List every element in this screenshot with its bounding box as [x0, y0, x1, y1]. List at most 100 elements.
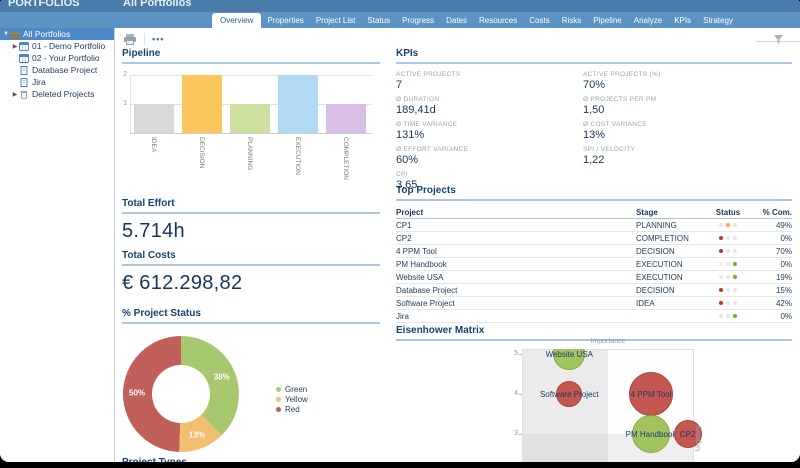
kpis-section: KPIs ACTIVE PROJECTS 7 ACTIVE PROJECTS (%)… — [396, 48, 792, 191]
more-menu-button[interactable]: ••• — [152, 34, 165, 44]
bubble-4-ppm-tool[interactable]: 4 PPM Tool — [629, 372, 673, 416]
table-row-pm-handbook[interactable]: PM Handbook EXECUTION 0% — [396, 258, 792, 271]
eisenhower-title: Eisenhower Matrix — [396, 325, 792, 341]
x-axis-label-execution: EXECUTION — [294, 137, 301, 175]
status-dot-yellow — [726, 314, 730, 318]
bubble-pm-handbook[interactable]: PM Handbook — [626, 415, 676, 453]
tab-progress[interactable]: Progress — [402, 16, 435, 25]
kpis-title: KPIs — [396, 48, 792, 64]
kpi-value: 1,50 — [583, 104, 605, 116]
kpi-label: ACTIVE PROJECTS (%) — [583, 71, 661, 78]
pipeline-bar-planning[interactable] — [230, 104, 270, 133]
table-row-cp2[interactable]: CP2 COMPLETION 0% — [396, 232, 792, 245]
table-row-jira[interactable]: Jira 0% — [396, 310, 792, 323]
kpi-value: 7 — [396, 79, 403, 91]
status-dot-red — [719, 249, 723, 253]
legend-dot — [276, 386, 281, 392]
project-name: CP1 — [396, 220, 412, 230]
toolbar: ••• — [123, 31, 164, 47]
tab-kpis[interactable]: KPIs — [674, 16, 692, 25]
pipeline-baseline — [130, 133, 372, 134]
sidebar-item-jira[interactable]: Jira — [0, 76, 114, 88]
status-traffic-light — [706, 223, 750, 227]
importance-axis-label: Importance — [590, 338, 626, 345]
tab-dates[interactable]: Dates — [446, 16, 467, 25]
bubble-cp2[interactable]: CP2 — [673, 420, 702, 448]
y-tick-label: 2 — [123, 71, 127, 78]
completion-percent: 70% — [775, 246, 792, 256]
kpi-effort-variance: Ø EFFORT VARIANCE 60% — [396, 146, 583, 166]
tab-pipeline[interactable]: Pipeline — [593, 16, 622, 25]
sidebar-item-01-demo-portfolio[interactable]: ▶ 01 - Demo Portfolio — [0, 40, 114, 52]
urgency-tick-4: 4 — [514, 390, 518, 397]
print-button[interactable] — [123, 33, 137, 45]
column-header-stage: Stage — [636, 207, 658, 217]
table-row-software-project[interactable]: Software Project IDEA 42% — [396, 297, 792, 310]
total-costs-section: Total Costs € 612.298,82 — [122, 250, 380, 295]
completion-percent: 15% — [775, 285, 792, 295]
page-header: All Portfolios — [116, 0, 800, 12]
tab-risks[interactable]: Risks — [561, 16, 582, 25]
status-traffic-light — [706, 262, 750, 266]
pipeline-bar-decision[interactable] — [182, 75, 222, 133]
tab-strategy[interactable]: Strategy — [703, 16, 733, 25]
project-status-section: % Project Status 38% 13% 50% Green Yellow Re… — [122, 308, 380, 458]
status-dot-red — [719, 288, 723, 292]
tab-properties[interactable]: Properties — [267, 16, 304, 25]
filter-button[interactable] — [756, 28, 800, 44]
table-row-database-project[interactable]: Database Project DECISION 15% — [396, 284, 792, 297]
sidebar-item-database-project[interactable]: Database Project — [0, 64, 114, 76]
y-tick-label: 1 — [123, 100, 127, 107]
project-stage: DECISION — [636, 285, 675, 295]
project-name: Database Project — [396, 285, 458, 295]
bubble-label: PM Handbook — [625, 429, 677, 439]
kpi-cpi: CPI 3,65 — [396, 171, 583, 191]
kpi-value: 13% — [583, 129, 606, 141]
urgency-axis-label: Urgency — [695, 425, 702, 452]
table-row-4-ppm-tool[interactable]: 4 PPM Tool DECISION 70% — [396, 245, 792, 258]
status-traffic-light — [706, 275, 750, 279]
pipeline-bar-completion[interactable] — [326, 104, 366, 133]
table-row-cp1[interactable]: CP1 PLANNING 49% — [396, 219, 792, 232]
sidebar-item-02-your-portfolio[interactable]: 02 - Your Portfolio — [0, 52, 114, 64]
expand-arrow-icon[interactable]: ▼ — [3, 31, 9, 37]
status-donut-chart[interactable]: 38% 13% 50% — [123, 336, 239, 452]
tab-project-list[interactable]: Project List — [315, 16, 356, 25]
tab-analyze[interactable]: Analyze — [633, 16, 663, 25]
expand-arrow-icon[interactable]: ▶ — [12, 91, 18, 98]
expand-arrow-icon[interactable]: ▶ — [12, 43, 18, 50]
legend-dot — [276, 396, 281, 402]
urgency-tick-3: 3 — [514, 430, 518, 437]
table-row-website-usa[interactable]: Website USA EXECUTION 19% — [396, 271, 792, 284]
status-dot-green — [733, 236, 737, 240]
pipeline-bar-idea[interactable] — [134, 104, 174, 133]
completion-percent: 0% — [780, 233, 792, 243]
kpi-cost-variance: Ø COST VARIANCE 13% — [583, 121, 792, 141]
portfolio-tree: ▼ All Portfolios ▶ 01 - Demo Portfolio 02 - … — [0, 28, 115, 462]
pipeline-bar-execution[interactable] — [278, 75, 318, 133]
sidebar-item-deleted-projects[interactable]: ▶ Deleted Projects — [0, 88, 114, 100]
portfolio-icon — [19, 53, 29, 63]
bubble-software-project[interactable]: Software Project — [540, 381, 599, 407]
tab-resources[interactable]: Resources — [479, 16, 518, 25]
kpi-active-projects: ACTIVE PROJECTS (%) 70% — [583, 71, 792, 91]
donut-hole — [152, 365, 210, 423]
sidebar-item-all-portfolios[interactable]: ▼ All Portfolios — [0, 28, 114, 40]
tab-costs[interactable]: Costs — [529, 16, 550, 25]
kpi-grid: ACTIVE PROJECTS 7 ACTIVE PROJECTS (%) 70% Ø … — [396, 71, 792, 191]
x-axis-label-planning: PLANNING — [246, 137, 253, 171]
urgency-tick-5: 5 — [514, 350, 518, 357]
tab-overview[interactable]: Overview — [212, 13, 262, 28]
eisenhower-chart[interactable]: Website USA Software Project 4 PPM Tool PM … — [522, 349, 718, 462]
kpi-value: 60% — [396, 154, 419, 166]
project-status-chart: 38% 13% 50% Green Yellow Red — [122, 332, 380, 452]
project-name: CP2 — [396, 233, 412, 243]
project-stage: EXECUTION — [636, 272, 683, 282]
status-dot-red — [719, 301, 723, 305]
bubble-label: Software Project — [539, 389, 599, 399]
tab-status[interactable]: Status — [367, 16, 391, 25]
status-dot-yellow — [726, 288, 730, 292]
column-header-project: Project — [396, 207, 424, 217]
status-traffic-light — [706, 249, 750, 253]
